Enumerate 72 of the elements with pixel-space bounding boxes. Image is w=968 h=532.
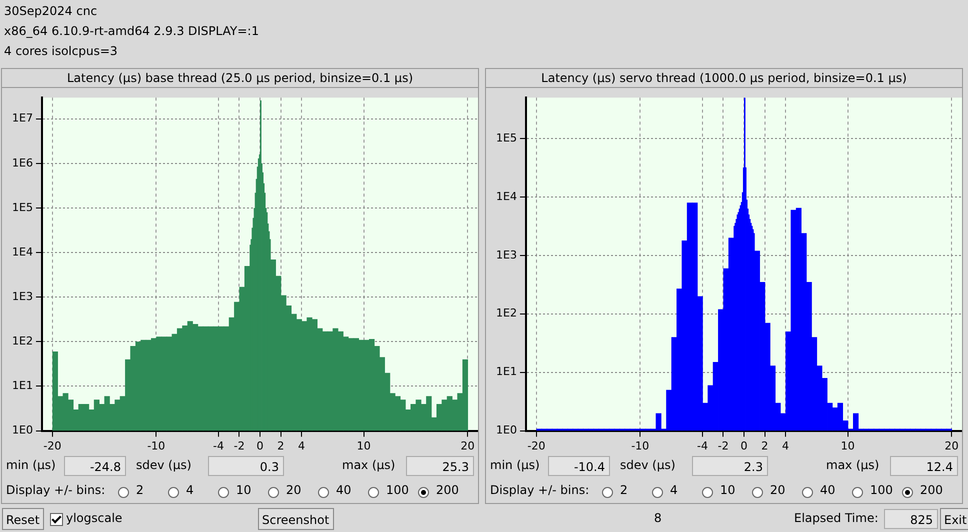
text: 10: [720, 483, 736, 497]
text: 2: [136, 483, 144, 497]
text: Display +/- bins:: [6, 483, 106, 497]
text: min (µs): [6, 458, 56, 472]
x-tick-label: -4: [696, 439, 708, 452]
text: Reset: [2, 508, 44, 530]
y-tick-label: 1E4: [12, 245, 33, 258]
x-tick-label: -2: [718, 439, 729, 452]
text: 25.3: [406, 456, 474, 476]
y-tick-label: 1E5: [496, 131, 517, 144]
x-tick-label: -2: [234, 439, 245, 452]
text: sdev (µs): [136, 458, 192, 472]
text: 10: [236, 483, 252, 497]
text: 4 cores isolcpus=3: [4, 44, 118, 58]
text: 200: [920, 483, 943, 497]
text: Screenshot: [258, 508, 334, 530]
text: 4: [186, 483, 194, 497]
x-tick-label: 20: [460, 439, 475, 452]
chart-title: Latency (µs) base thread (25.0 µs period, binsize=0.1 µs): [2, 69, 478, 88]
text: 0.3: [208, 456, 284, 476]
text: max (µs): [826, 458, 880, 472]
x-tick-label: 4: [782, 439, 790, 452]
text: 200: [436, 483, 459, 497]
text: sdev (µs): [620, 458, 676, 472]
text: max (µs): [342, 458, 396, 472]
y-tick-label: 1E2: [12, 334, 33, 348]
y-tick-label: 1E3: [496, 248, 517, 262]
text: 20: [286, 483, 302, 497]
y-tick-label: 1E4: [496, 190, 517, 203]
x-tick-label: 0: [256, 439, 264, 452]
text: Display +/- bins:: [490, 483, 590, 497]
text: x86_64 6.10.9-rt-amd64 2.9.3 DISPLAY=:1: [4, 24, 259, 38]
x-tick-label: -20: [527, 439, 546, 452]
y-tick-label: 1E0: [496, 424, 517, 437]
text: 100: [870, 483, 893, 497]
text: Elapsed Time:: [794, 511, 878, 525]
y-tick-label: 1E0: [12, 424, 33, 437]
text: 2.3: [692, 456, 768, 476]
x-tick-label: 0: [740, 439, 748, 452]
text: 4: [670, 483, 678, 497]
text: -10.4: [548, 456, 610, 476]
text: -24.8: [64, 456, 126, 476]
y-tick-label: 1E6: [12, 156, 33, 170]
text: 100: [386, 483, 409, 497]
text: 40: [820, 483, 836, 497]
y-tick-label: 1E1: [496, 365, 517, 378]
text: 40: [336, 483, 352, 497]
x-tick-label: 20: [944, 439, 959, 452]
text: 12.4: [890, 456, 958, 476]
x-tick-label: -10: [147, 439, 166, 452]
text: Exit: [940, 508, 968, 530]
x-tick-label: -4: [212, 439, 224, 452]
text: 8: [654, 511, 662, 525]
text: 20: [770, 483, 786, 497]
x-tick-label: -20: [43, 439, 62, 452]
x-tick-label: 10: [356, 439, 371, 452]
text: 825: [884, 509, 938, 529]
y-tick-label: 1E3: [12, 290, 33, 303]
x-tick-label: 2: [277, 439, 284, 452]
text: 2: [620, 483, 628, 497]
text: min (µs): [490, 458, 540, 472]
x-tick-label: 2: [761, 439, 768, 452]
x-tick-label: 4: [298, 439, 306, 452]
y-tick-label: 1E5: [12, 200, 33, 214]
chart-title: Latency (µs) servo thread (1000.0 µs period, binsize=0.1 µs): [486, 69, 962, 88]
text: 30Sep2024 cnc: [4, 4, 98, 18]
text: ylogscale: [66, 511, 122, 525]
y-tick-label: 1E1: [12, 379, 33, 392]
y-tick-label: 1E7: [12, 112, 33, 125]
x-tick-label: -10: [631, 439, 650, 452]
x-tick-label: 10: [840, 439, 855, 452]
y-tick-label: 1E2: [496, 306, 517, 320]
